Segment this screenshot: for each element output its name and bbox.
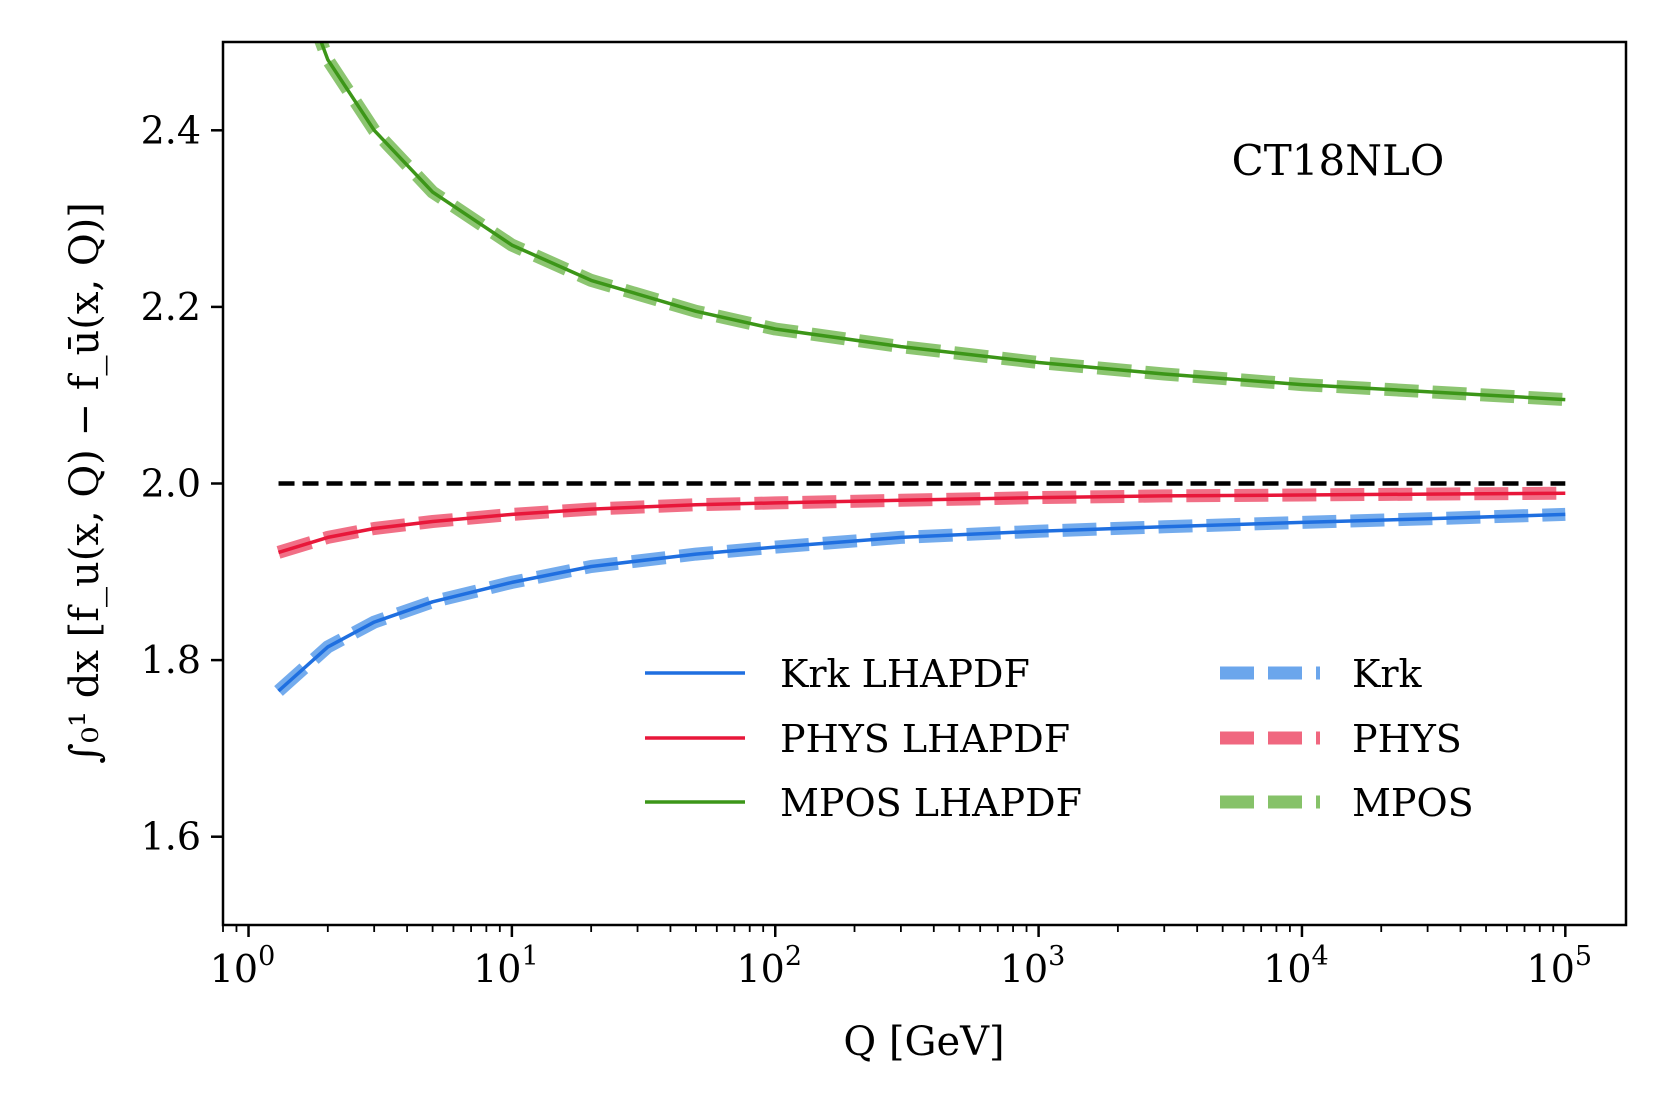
y-tick-label: 2.2 — [141, 285, 201, 329]
x-axis-label: Q [GeV] — [843, 1019, 1004, 1065]
x-tick-label: 102 — [736, 941, 802, 991]
series-line-phys-lhapdf — [277, 491, 1566, 555]
x-tick-label: 105 — [1527, 941, 1593, 991]
x-tick-label: 100 — [210, 941, 276, 991]
legend-label: MPOS LHAPDF — [780, 781, 1082, 825]
series-line-mpos-lhapdf — [319, 42, 1566, 402]
x-tick-label: 104 — [1263, 941, 1329, 991]
legend-label: Krk — [1352, 652, 1423, 696]
x-tick-label: 103 — [1000, 941, 1066, 991]
legend-label: PHYS — [1352, 717, 1462, 761]
legend-label: MPOS — [1352, 781, 1474, 825]
annotation-label: CT18NLO — [1232, 136, 1445, 185]
y-tick-label: 2.4 — [141, 108, 201, 152]
y-axis-label: ∫₀¹ dx [f_u(x, Q) − f_ū(x, Q)] — [62, 202, 108, 764]
legend-label: PHYS LHAPDF — [780, 717, 1070, 761]
x-tick-label: 101 — [473, 941, 539, 991]
y-tick-label: 2.0 — [141, 462, 201, 506]
legend: Krk LHAPDF PHYS LHAPDF MPOS LHAPDF Krk PHYS M… — [645, 652, 1474, 825]
y-tick-label: 1.8 — [141, 638, 201, 682]
y-tick-label: 1.6 — [141, 815, 201, 859]
legend-label: Krk LHAPDF — [780, 652, 1030, 696]
series-line-krk-lhapdf — [277, 512, 1566, 693]
